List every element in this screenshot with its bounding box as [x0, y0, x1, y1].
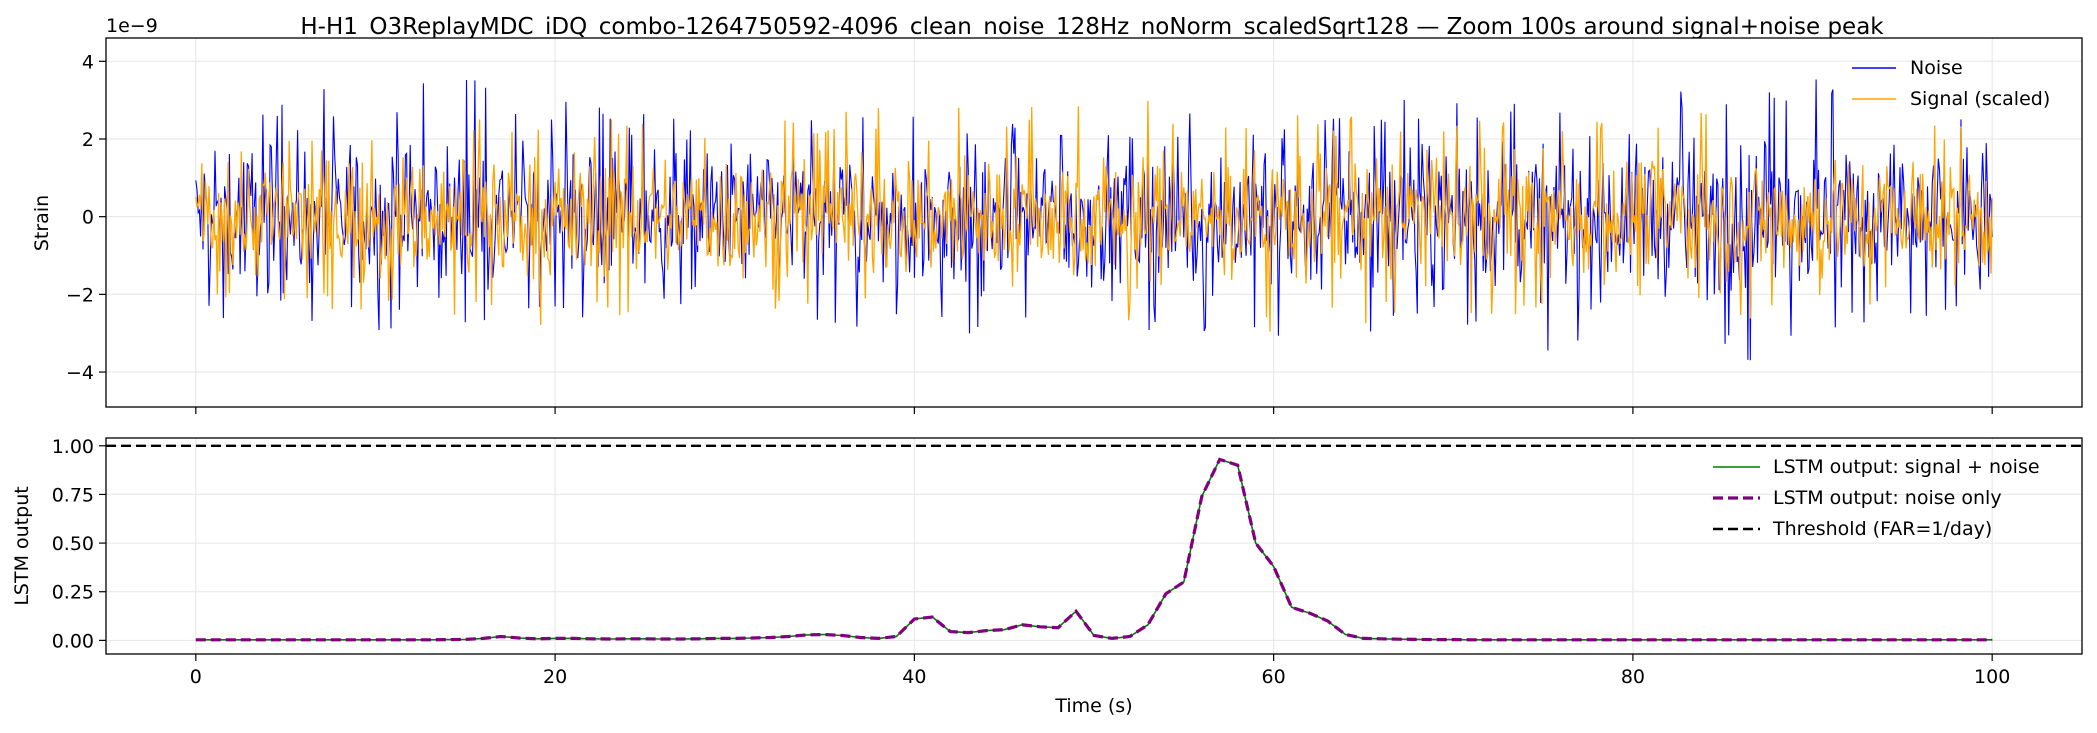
lstm-xtick-label: 60 [1262, 666, 1286, 688]
lstm-axes-frame [105, 437, 2083, 655]
lstm-ytick-label: 1.00 [52, 436, 94, 458]
lstm-noise-only-line [195, 457, 1993, 642]
strain-panel: −4 −2 0 2 4 Strain 1e−9 Noise Signal (scaled) [31, 15, 2083, 414]
lstm-xtick-label: 80 [1621, 666, 1645, 688]
figure-title: H-H1_O3ReplayMDC_iDQ_combo-1264750592-40… [300, 14, 1884, 40]
strain-gridlines [106, 38, 2082, 407]
strain-ylabel: Strain [31, 195, 53, 251]
legend-threshold-label: Threshold (FAR=1/day) [1772, 518, 1992, 540]
lstm-ytick-label: 0.25 [52, 582, 94, 604]
legend-noise-only-label: LSTM output: noise only [1773, 487, 2002, 509]
lstm-traces [106, 444, 2082, 642]
lstm-xtick-label: 100 [1974, 666, 2010, 688]
lstm-xtick-label: 40 [902, 666, 926, 688]
lstm-ytick-label: 0.50 [52, 533, 94, 555]
strain-axes: −4 −2 0 2 4 [66, 37, 2083, 414]
lstm-ytick-label: 0.00 [52, 630, 94, 652]
legend-noise-label: Noise [1910, 57, 1963, 79]
lstm-xtick-label: 0 [190, 666, 202, 688]
strain-multiplier-label: 1e−9 [106, 15, 158, 37]
legend-signal-noise-label: LSTM output: signal + noise [1773, 456, 2040, 478]
lstm-ytick-label: 0.75 [52, 484, 94, 506]
signal-trace [195, 100, 1993, 332]
strain-ytick-label: 4 [82, 51, 94, 73]
strain-traces [195, 79, 1993, 361]
strain-ytick-label: −4 [66, 362, 94, 384]
legend-signal-label: Signal (scaled) [1910, 88, 2050, 110]
strain-ytick-label: 0 [82, 207, 94, 229]
strain-legend: Noise Signal (scaled) [1852, 57, 2050, 110]
noise-trace [195, 79, 1993, 361]
lstm-plot-area [106, 438, 2082, 654]
strain-ytick-label: 2 [82, 129, 94, 151]
lstm-panel: 0.00 0.25 0.50 0.75 1.00 0 20 40 60 80 100 LSTM ou… [11, 436, 2083, 717]
lstm-axes: 0.00 0.25 0.50 0.75 1.00 0 20 40 60 80 100 [52, 436, 2083, 688]
lstm-ylabel: LSTM output [11, 486, 33, 605]
lstm-xtick-label: 20 [543, 666, 567, 688]
lstm-xlabel: Time (s) [1054, 695, 1132, 717]
strain-axes-frame [105, 37, 2083, 408]
lstm-legend: LSTM output: signal + noise LSTM output: … [1713, 456, 2040, 540]
strain-ytick-label: −2 [66, 284, 94, 306]
